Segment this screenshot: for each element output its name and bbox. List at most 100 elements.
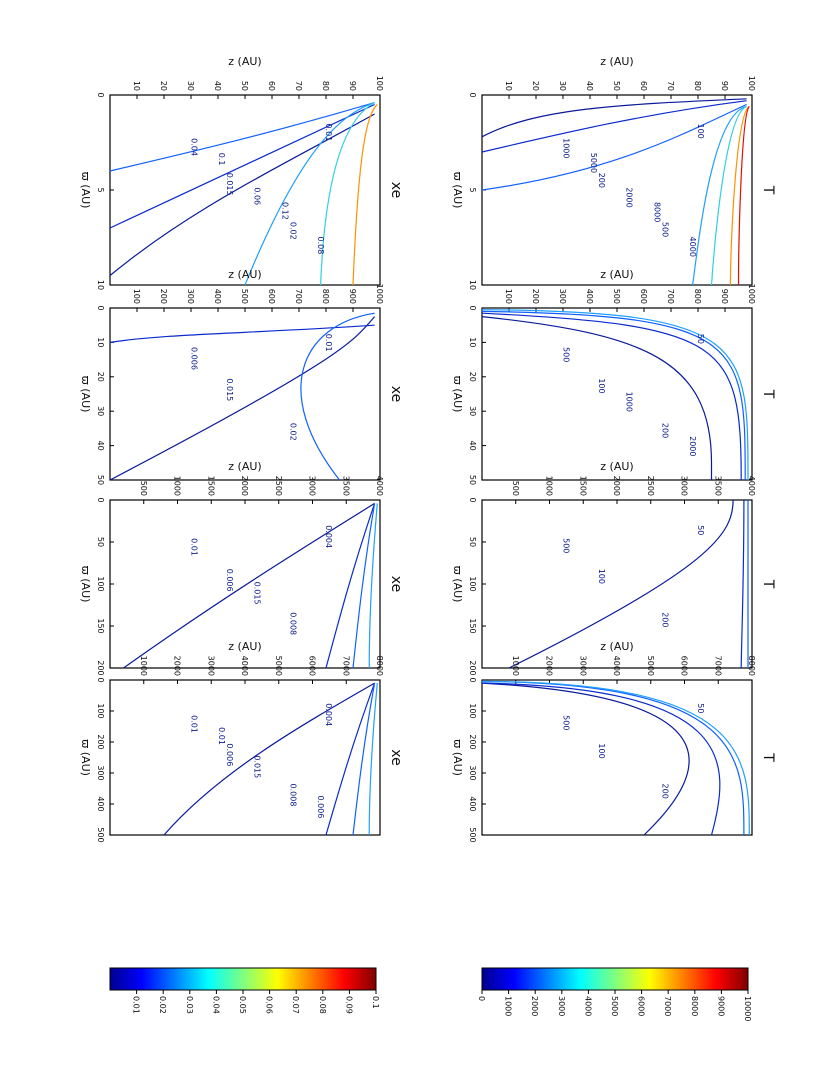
y-tick-label: 20	[531, 81, 540, 91]
colorbar-tick-label: 0.03	[185, 996, 194, 1014]
x-tick-label: 20	[96, 372, 105, 382]
colorbar-tick-label: 0.02	[158, 996, 167, 1014]
contour-label: 0.06	[253, 187, 262, 205]
y-tick-label: 3000	[206, 656, 215, 676]
y-tick-label: 7000	[341, 656, 350, 676]
x-tick-label: 50	[468, 475, 477, 485]
y-tick-label: 2500	[646, 476, 655, 496]
colorbar-tick-label: 9000	[716, 996, 725, 1016]
contour-line	[481, 316, 713, 480]
y-tick-label: 400	[213, 289, 222, 304]
contour-line	[737, 105, 750, 286]
colorbar-tick-label: 5000	[610, 996, 619, 1016]
y-tick-label: 4000	[747, 476, 756, 496]
panel-quantity-label: xe	[388, 182, 404, 198]
y-tick-label: 100	[504, 289, 513, 304]
panel-xe-1: 0 10 20 30 40 50 100 200 300 400 500 600 700 800 900 10…	[79, 268, 404, 485]
contour-line	[109, 103, 375, 229]
panel-T-2: 0 50 100 150 200 500 1000 1500 2000 2500 3000 3500 4…	[451, 460, 776, 676]
panel-T-3: 0 100 200 300 400 500 1000 2000 3000 4000 5000 6000…	[451, 640, 776, 843]
contour-line	[481, 310, 746, 481]
x-tick-label: 30	[96, 406, 105, 416]
panel-xe-0: 0 5 10 10 20 30 40 50 60 70 80 90 100 ϖ (AU) z (AU) xe 0…	[79, 55, 404, 290]
contour-line	[352, 104, 378, 286]
contour-label: 2000	[688, 436, 697, 456]
x-tick-label: 500	[96, 827, 105, 842]
contour-label: 0.006	[316, 795, 325, 818]
y-tick-label: 300	[186, 289, 195, 304]
contour-label: 0.006	[225, 569, 234, 592]
colorbar-tick-label: 4000	[583, 996, 592, 1016]
contour-line	[481, 100, 747, 153]
y-tick-label: 800	[321, 289, 330, 304]
y-tick-label: 80	[321, 81, 330, 91]
panel-xe-3: 0 100 200 300 400 500 1000 2000 3000 4000 5000 6000…	[79, 640, 404, 843]
contour-label: 100	[597, 569, 606, 584]
x-tick-label: 10	[96, 337, 105, 347]
contour-line	[300, 312, 375, 481]
contour-line	[729, 105, 750, 286]
colorbar-temperature: 0 1000 2000 3000 4000 5000 6000 7000 8000 9000 100…	[477, 967, 752, 1021]
colorbar-tick-label: 3000	[557, 996, 566, 1016]
panel-xe-2: 0 50 100 150 200 500 1000 1500 2000 2500 3000 3500 4…	[79, 460, 404, 676]
colorbar-xe: 0.01 0.02 0.03 0.04 0.05 0.06 0.07 0.08 0.09 0.1	[109, 967, 380, 1014]
colorbar-tick-label: 8000	[690, 996, 699, 1016]
plot-frame	[481, 679, 753, 836]
panel-T-0: 0 5 10 10 20 30 40 50 60 70 80 90 100 ϖ (AU) z (AU) T 10…	[451, 55, 776, 290]
x-tick-label: 5	[468, 187, 477, 192]
y-tick-label: 400	[585, 289, 594, 304]
contour-line	[109, 324, 375, 343]
x-tick-label: 40	[96, 441, 105, 451]
y-tick-label: 700	[666, 289, 675, 304]
colorbar-tick-label: 10000	[743, 996, 752, 1021]
contour-line	[481, 680, 745, 836]
y-axis-label: z (AU)	[600, 640, 633, 653]
contour-line	[352, 682, 376, 836]
contour-line	[481, 682, 690, 836]
y-axis-label: z (AU)	[228, 55, 261, 68]
contour-line	[320, 102, 375, 286]
y-tick-label: 10	[504, 81, 513, 91]
x-tick-label: 0	[468, 677, 477, 682]
y-axis-label: z (AU)	[228, 268, 261, 281]
contour-label: 0.01	[217, 727, 226, 745]
y-tick-label: 5000	[274, 656, 283, 676]
x-tick-label: 200	[96, 734, 105, 749]
x-axis-label: ϖ (AU)	[79, 376, 92, 413]
y-tick-label: 900	[348, 289, 357, 304]
contour-label: 0.008	[288, 612, 297, 635]
x-tick-label: 10	[468, 280, 477, 290]
y-tick-label: 1500	[578, 476, 587, 496]
panel-quantity-label: xe	[388, 386, 404, 402]
y-tick-label: 80	[693, 81, 702, 91]
contour-line	[481, 680, 750, 836]
contour-line	[325, 503, 376, 669]
y-tick-label: 60	[639, 81, 648, 91]
contour-line	[481, 103, 747, 191]
colorbar-tick-label: 0.07	[291, 996, 300, 1014]
contour-label: 200	[597, 173, 606, 188]
colorbar-tick-label: 0.09	[344, 996, 353, 1014]
contour-line	[163, 682, 375, 836]
x-tick-label: 40	[468, 441, 477, 451]
x-tick-label: 0	[468, 92, 477, 97]
colorbar-tick-label: 7000	[663, 996, 672, 1016]
x-tick-label: 0	[96, 497, 105, 502]
colorbar-tick-label: 0.08	[318, 996, 327, 1014]
y-axis-label: z (AU)	[600, 460, 633, 473]
y-tick-label: 1000	[375, 284, 384, 304]
x-tick-label: 0	[468, 305, 477, 310]
y-tick-label: 1000	[173, 476, 182, 496]
y-tick-label: 2000	[545, 656, 554, 676]
x-tick-label: 0	[96, 305, 105, 310]
y-axis-label: z (AU)	[600, 55, 633, 68]
contour-line	[481, 312, 742, 481]
contour-label: 0.01	[190, 538, 199, 556]
y-tick-label: 2500	[274, 476, 283, 496]
y-tick-label: 40	[585, 81, 594, 91]
contour-label: 0.02	[288, 423, 297, 441]
y-tick-label: 3000	[578, 656, 587, 676]
contour-line	[368, 683, 378, 836]
x-tick-label: 50	[96, 475, 105, 485]
y-tick-label: 500	[612, 289, 621, 304]
